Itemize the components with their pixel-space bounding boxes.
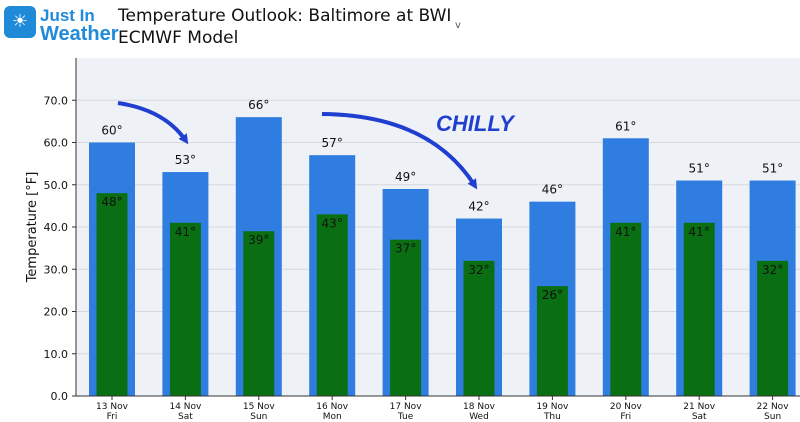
low-temp-label: 41° [689,225,710,239]
y-tick-label: 40.0 [44,221,69,234]
chilly-annotation: CHILLY [436,111,516,136]
x-tick-date: 20 Nov [610,402,643,412]
y-tick-label: 60.0 [44,137,69,150]
high-temp-label: 51° [689,162,710,176]
chart-title: Temperature Outlook: Baltimore at BWI EC… [118,5,451,49]
chevron-down-icon: v [455,20,461,31]
data-labels: 60° 48° 53° 41° 66° 39° 57° 43° 49° 37° 42° 32° 46° 2… [101,98,783,302]
x-tick-day: Wed [469,412,489,422]
just-in-weather-logo[interactable]: ☀ Just In Weather [4,6,119,46]
y-tick-label: 10.0 [44,348,69,361]
high-temp-label: 49° [395,170,416,184]
annotations: CHILLY [117,101,516,190]
x-tick-date: 18 Nov [463,402,496,412]
y-tick-label: 0.0 [51,390,69,403]
low-temp-label: 37° [395,242,416,256]
y-tick-labels: 0.0 10.0 20.0 30.0 40.0 50.0 60.0 70.0 [44,94,76,403]
x-tick-date: 14 Nov [169,402,202,412]
y-tick-label: 50.0 [44,179,69,192]
low-temp-label: 39° [248,233,269,247]
x-tick-date: 22 Nov [757,402,790,412]
high-temp-label: 51° [762,162,783,176]
x-tick-date: 21 Nov [683,402,716,412]
y-tick-label: 30.0 [44,263,69,276]
low-temp-label: 41° [615,225,636,239]
low-temp-bar [683,222,715,396]
high-temp-label: 42° [468,200,489,214]
high-temp-label: 46° [542,183,563,197]
high-temp-label: 60° [101,124,122,138]
logo-text-line1: Just In [40,6,95,25]
low-temp-label: 32° [762,263,783,277]
low-temp-label: 43° [322,216,343,230]
low-temp-label: 41° [175,225,196,239]
arrow-annotation-1 [117,101,189,145]
y-tick-label: 70.0 [44,94,69,107]
y-tick-label: 20.0 [44,306,69,319]
x-tick-date: 17 Nov [390,402,423,412]
x-tick-day: Sat [178,412,193,422]
low-temp-label: 32° [468,263,489,277]
low-temp-bar [610,222,642,396]
bars [89,117,796,397]
x-tick-day: Sat [692,412,707,422]
chart-title-line2: ECMWF Model [118,28,239,48]
x-tick-day: Tue [397,412,414,422]
high-temp-label: 57° [322,136,343,150]
x-tick-date: 15 Nov [243,402,276,412]
low-temp-bar [316,214,348,396]
header: ☀ Just In Weather Temperature Outlook: B… [0,0,800,52]
x-tick-date: 19 Nov [536,402,569,412]
low-temp-bar [463,260,495,396]
low-temp-bar [169,222,201,396]
high-temp-label: 66° [248,98,269,112]
x-tick-date: 16 Nov [316,402,349,412]
low-temp-bar [390,239,422,396]
arrow-annotation-2 [321,112,478,190]
low-temp-label: 26° [542,288,563,302]
chart-title-line1: Temperature Outlook: Baltimore at BWI [118,6,452,26]
low-temp-bar [757,260,789,396]
x-tick-day: Sun [764,412,781,422]
logo-text-line2: Weather [40,23,119,45]
x-tick-day: Fri [107,412,118,422]
low-temp-label: 48° [101,195,122,209]
x-tick-day: Fri [620,412,631,422]
low-temp-bar [243,231,275,396]
x-tick-date: 13 Nov [96,402,129,412]
y-axis-label: Temperature [°F] [25,172,40,284]
high-temp-label: 61° [615,119,636,133]
x-tick-day: Mon [323,412,342,422]
low-temp-bar [96,193,128,396]
sun-cloud-icon: ☀ [4,6,36,38]
high-temp-label: 53° [175,153,196,167]
x-tick-day: Thu [543,412,561,422]
low-temp-bar [536,286,568,396]
x-tick-day: Sun [250,412,267,422]
